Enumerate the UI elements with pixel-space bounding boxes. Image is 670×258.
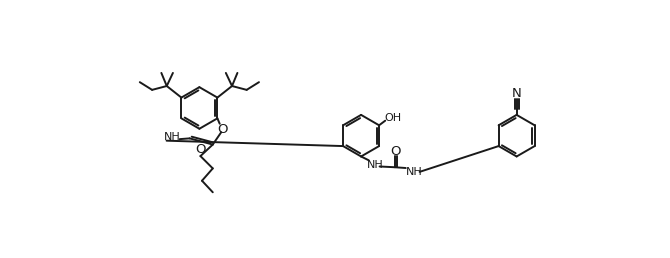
Text: NH: NH <box>366 160 383 170</box>
Text: NH: NH <box>163 132 180 142</box>
Text: OH: OH <box>385 112 401 123</box>
Text: O: O <box>391 144 401 158</box>
Text: O: O <box>195 143 206 156</box>
Text: O: O <box>218 123 228 136</box>
Text: NH: NH <box>406 167 423 177</box>
Text: N: N <box>512 87 521 100</box>
